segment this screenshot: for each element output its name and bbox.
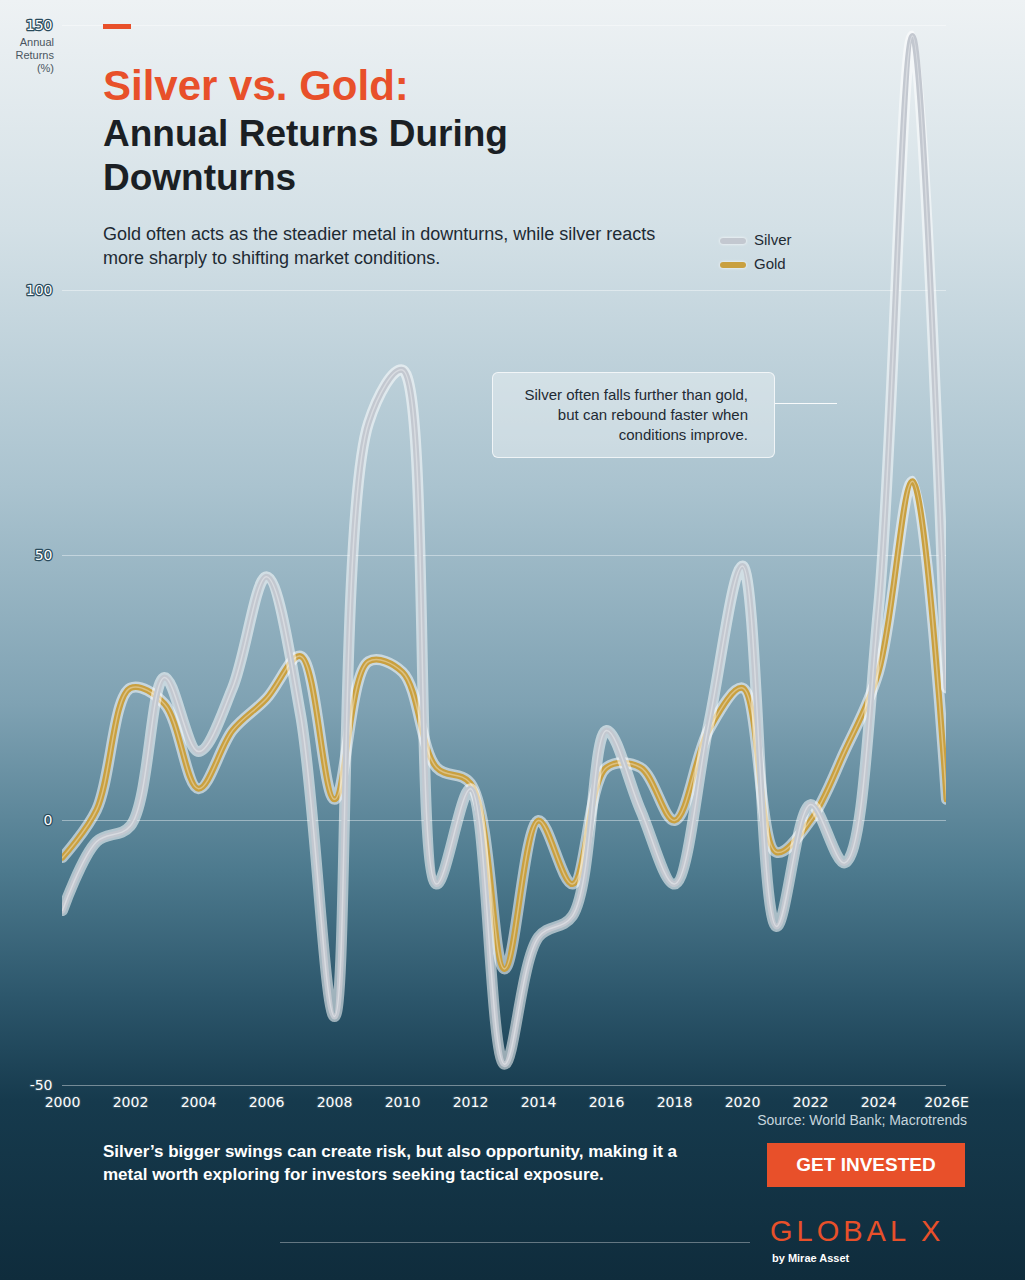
- svg-text:2002: 2002: [113, 1094, 149, 1110]
- html-text:GET INVESTED: GET INVESTED: [796, 1154, 936, 1175]
- svg-text:2004: 2004: [181, 1094, 217, 1110]
- html-text:Annual Returns (%): Annual Returns (%): [15, 36, 54, 74]
- svg-text:2006: 2006: [249, 1094, 285, 1110]
- svg-text:2026E: 2026E: [924, 1094, 968, 1110]
- svg-text:2012: 2012: [453, 1094, 489, 1110]
- svg-text:2016: 2016: [589, 1094, 625, 1110]
- html-text:Silver’s bigger swings can cre: Silver’s bigger swings can create risk, …: [103, 1142, 678, 1184]
- svg-text:2014: 2014: [521, 1094, 557, 1110]
- svg-text:50: 50: [35, 547, 53, 563]
- svg-text:150: 150: [26, 17, 53, 33]
- html-text:GLOBAL X: GLOBAL X: [770, 1215, 945, 1247]
- svg-text:2000: 2000: [45, 1094, 81, 1110]
- svg-text:2018: 2018: [657, 1094, 693, 1110]
- html-text:Source: World Bank; Macrotrend: Source: World Bank; Macrotrends: [757, 1112, 967, 1128]
- svg-text:-50: -50: [30, 1077, 53, 1093]
- html-text:Silver: Silver: [754, 231, 792, 248]
- svg-text:100: 100: [26, 282, 53, 298]
- html-text:Gold: Gold: [754, 255, 786, 272]
- html-text:by Mirae Asset: by Mirae Asset: [772, 1252, 850, 1264]
- html-text:Annual Returns During Downturn: Annual Returns During Downturns: [103, 113, 508, 198]
- html-text:Silver often falls further tha: Silver often falls further than gold, bu…: [524, 386, 748, 443]
- svg-text:0: 0: [44, 812, 53, 828]
- svg-text:2008: 2008: [317, 1094, 353, 1110]
- html-text:Gold often acts as the steadie: Gold often acts as the steadier metal in…: [103, 224, 656, 268]
- svg-text:2024: 2024: [861, 1094, 897, 1110]
- svg-text:2022: 2022: [793, 1094, 829, 1110]
- html-text:Silver vs. Gold:: Silver vs. Gold:: [103, 62, 409, 109]
- svg-text:2010: 2010: [385, 1094, 421, 1110]
- svg-text:2020: 2020: [725, 1094, 761, 1110]
